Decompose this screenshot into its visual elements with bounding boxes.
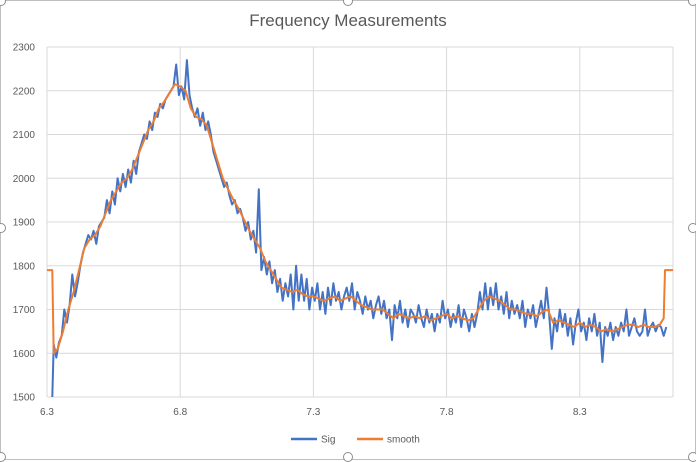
x-tick-label: 8.3 xyxy=(573,407,587,418)
x-tick-label: 6.3 xyxy=(40,407,54,418)
x-tick-label: 7.8 xyxy=(440,407,454,418)
x-axis: 6.3 6.8 7.3 7.8 8.3 xyxy=(40,407,587,418)
y-tick-label: 1900 xyxy=(13,218,36,229)
resize-handle-left[interactable] xyxy=(0,223,6,233)
legend-label: Sig xyxy=(321,435,335,446)
series-line-sig xyxy=(51,59,668,398)
resize-handle-bottom-left[interactable] xyxy=(0,452,6,462)
legend-label: smooth xyxy=(387,435,420,446)
legend: Sig smooth xyxy=(291,435,420,446)
chart-title: Frequency Measurements xyxy=(249,11,446,30)
y-axis: 1500 1600 1700 1800 1900 2000 2100 2200 2300 xyxy=(13,43,36,404)
series-line-smooth xyxy=(47,83,673,355)
y-tick-label: 2100 xyxy=(13,130,36,141)
gridlines xyxy=(46,46,674,398)
resize-handle-top-right[interactable] xyxy=(688,0,696,6)
resize-handle-top[interactable] xyxy=(343,0,353,6)
resize-handle-right[interactable] xyxy=(688,223,696,233)
resize-handle-top-left[interactable] xyxy=(0,0,6,6)
y-tick-label: 2300 xyxy=(13,43,36,54)
y-tick-label: 2200 xyxy=(13,86,36,97)
x-tick-label: 6.8 xyxy=(173,407,187,418)
y-tick-label: 1600 xyxy=(13,349,36,360)
y-tick-label: 2000 xyxy=(13,174,36,185)
y-tick-label: 1700 xyxy=(13,305,36,316)
resize-handle-bottom-right[interactable] xyxy=(688,452,696,462)
series-layer xyxy=(47,59,673,398)
x-tick-label: 7.3 xyxy=(306,407,320,418)
y-tick-label: 1500 xyxy=(13,393,36,404)
resize-handle-bottom[interactable] xyxy=(343,452,353,462)
y-tick-label: 1800 xyxy=(13,261,36,272)
